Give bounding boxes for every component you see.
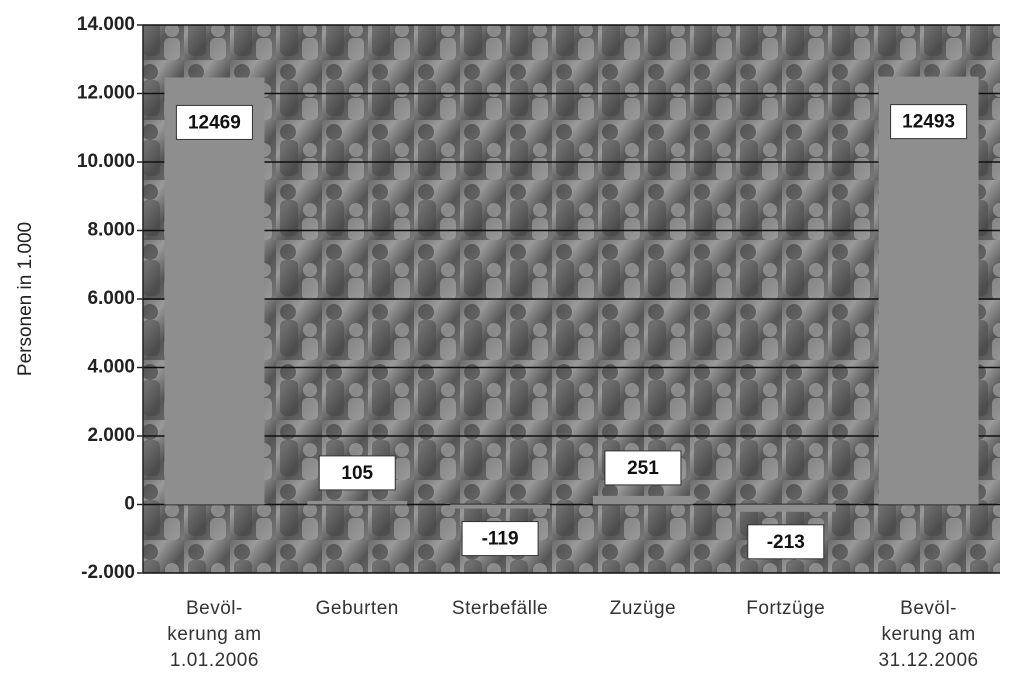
bar bbox=[736, 505, 836, 512]
y-tick-label: 10.000 bbox=[77, 151, 135, 172]
chart: Personen in 1.000 -2.000 0 2.000 4.000 6.000… bbox=[0, 0, 1019, 600]
bar bbox=[307, 501, 407, 505]
y-tick-label: 6.000 bbox=[87, 288, 135, 309]
page: Personen in 1.000 -2.000 0 2.000 4.000 6.000… bbox=[0, 0, 1019, 687]
bar bbox=[879, 77, 979, 505]
data-label: 12469 bbox=[176, 105, 252, 139]
data-label: -119 bbox=[462, 522, 538, 556]
bar bbox=[593, 496, 693, 505]
x-tick-label: Bevöl- kerung am 31.12.2006 bbox=[859, 596, 999, 674]
data-label: -213 bbox=[748, 525, 824, 559]
x-tick-label: Bevöl- kerung am 1.01.2006 bbox=[144, 596, 284, 674]
data-label-text: 251 bbox=[627, 458, 659, 479]
data-label-text: 105 bbox=[341, 463, 373, 484]
x-tick-label: Zuzüge bbox=[573, 596, 713, 622]
data-label: 251 bbox=[605, 451, 681, 485]
data-label-text: -213 bbox=[767, 532, 805, 553]
y-tick-label: 4.000 bbox=[87, 357, 135, 378]
bar bbox=[450, 505, 550, 509]
data-label-text: -119 bbox=[482, 529, 519, 550]
y-tick-label: 14.000 bbox=[77, 14, 135, 35]
x-tick-label: Geburten bbox=[287, 596, 427, 622]
x-tick-label: Fortzüge bbox=[716, 596, 856, 622]
data-label: 12493 bbox=[891, 105, 967, 139]
bar bbox=[164, 77, 264, 504]
y-tick-label: 2.000 bbox=[87, 425, 135, 446]
x-tick-label: Sterbefälle bbox=[430, 596, 570, 622]
y-tick-label: 0 bbox=[124, 494, 135, 515]
data-label: 105 bbox=[319, 456, 395, 490]
data-label-text: 12493 bbox=[902, 112, 955, 133]
data-label-text: 12469 bbox=[188, 112, 241, 133]
y-tick-label: 8.000 bbox=[87, 220, 135, 241]
y-tick-label: 12.000 bbox=[77, 83, 135, 104]
y-tick-label: -2.000 bbox=[81, 562, 135, 583]
y-axis-label: Personen in 1.000 bbox=[15, 222, 36, 376]
